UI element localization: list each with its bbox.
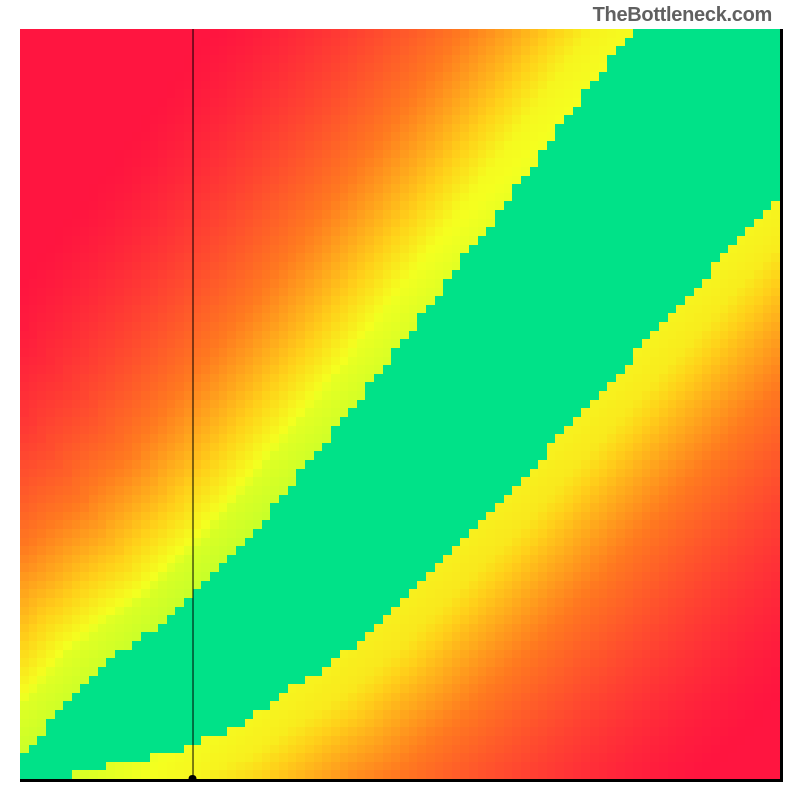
heatmap-canvas: [20, 29, 780, 779]
attribution-label: TheBottleneck.com: [593, 4, 772, 27]
heatmap-plot: [20, 29, 783, 782]
